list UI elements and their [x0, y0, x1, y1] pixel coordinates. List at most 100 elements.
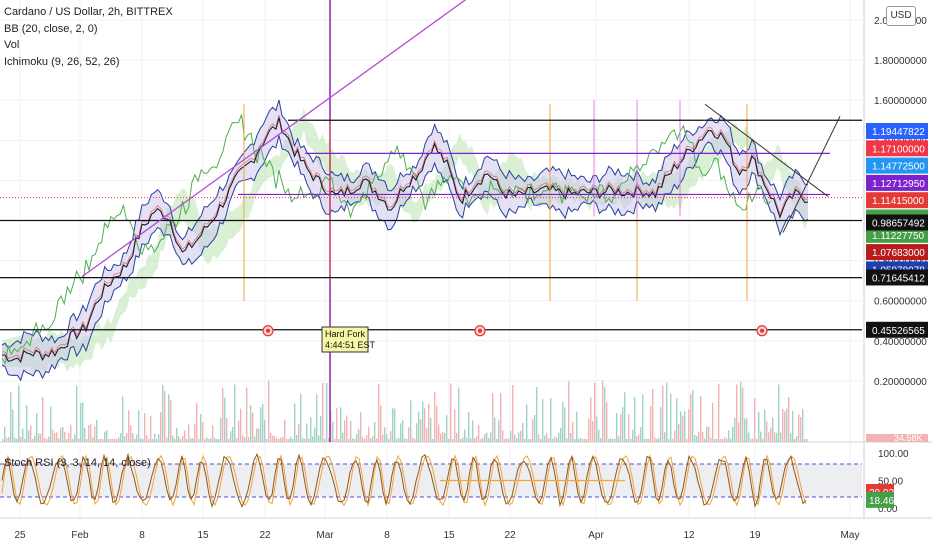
volume-bar	[238, 420, 240, 442]
price-badge-bg	[866, 226, 928, 243]
volume-bar	[144, 412, 146, 442]
volume-bar	[534, 415, 536, 442]
volume-bar	[688, 408, 690, 442]
volume-bar	[690, 394, 692, 442]
stoch-band-fill	[0, 464, 862, 497]
volume-bar	[132, 433, 134, 442]
volume-bar	[566, 438, 568, 442]
volume-bar	[532, 419, 534, 442]
volume-bar	[776, 432, 778, 442]
volume-bar	[328, 437, 330, 442]
price-tick-label: 0.20000000	[874, 377, 927, 388]
time-tick-label: 8	[139, 530, 145, 541]
volume-bar	[644, 438, 646, 442]
time-tick-label: 22	[504, 530, 516, 541]
volume-bar	[378, 383, 380, 442]
volume-bar	[508, 438, 510, 442]
volume-bar	[754, 397, 756, 442]
price-badge-bg	[866, 269, 928, 286]
price-badge: 1.19447822	[866, 123, 928, 139]
volume-bar	[296, 435, 298, 442]
time-tick-label: Feb	[71, 530, 89, 541]
volume-bar	[80, 403, 82, 442]
price-badge: 0.45526565	[866, 321, 928, 338]
volume-bar	[196, 403, 198, 442]
volume-bar	[158, 434, 160, 442]
volume-bar	[26, 405, 28, 442]
volume-bar	[420, 419, 422, 442]
time-tick-label: 12	[683, 530, 695, 541]
volume-bar	[492, 392, 494, 442]
volume-bar	[606, 402, 608, 442]
volume-bar	[12, 409, 14, 442]
volume-bar	[408, 427, 410, 442]
stoch-tick-label: 50.00	[878, 477, 903, 488]
volume-bar	[684, 411, 686, 442]
volume-bar	[526, 404, 528, 442]
volume-bar	[454, 409, 456, 442]
volume-bar	[486, 432, 488, 442]
time-axis: 25 Feb 8 15 22 Mar 8 15 22 Apr 12 19 May	[14, 530, 859, 541]
volume-bar	[494, 417, 496, 442]
volume-bar	[206, 437, 208, 442]
volume-bar	[54, 433, 56, 442]
volume-bar	[724, 437, 726, 442]
volume-bar	[48, 436, 50, 442]
volume-bar	[556, 437, 558, 442]
volume-bar	[786, 408, 788, 442]
volume-bar	[76, 385, 78, 442]
volume-bar	[90, 423, 92, 442]
volume-bar	[670, 393, 672, 442]
volume-bar	[150, 416, 152, 442]
volume-bar	[72, 438, 74, 442]
volume-bar	[148, 439, 150, 442]
volume-bar	[524, 438, 526, 442]
bb-fill	[2, 100, 808, 381]
price-badge: 1.07683000	[866, 244, 928, 261]
volume-bar	[550, 397, 552, 442]
volume-bar	[284, 419, 286, 442]
volume-bar	[2, 438, 4, 442]
volume-bar	[448, 438, 450, 442]
volume-bar	[340, 407, 342, 442]
volume-bar	[318, 435, 320, 442]
time-tick-label: 8	[384, 530, 390, 541]
volume-bar	[22, 428, 24, 442]
volume-bar	[160, 412, 162, 442]
currency-button[interactable]: USD	[886, 6, 916, 26]
volume-bar	[584, 438, 586, 442]
volume-bar	[310, 417, 312, 442]
volume-badge-bg	[866, 434, 928, 442]
vol-indicator-label[interactable]: Vol	[4, 39, 20, 51]
volume-bar	[620, 414, 622, 442]
volume-bar	[258, 428, 260, 442]
volume-bar	[220, 417, 222, 442]
volume-bar	[262, 404, 264, 442]
price-badge-bg	[866, 140, 928, 157]
price-badge: 1.17100000	[866, 140, 928, 157]
volume-bar	[774, 432, 776, 442]
volume-bar	[136, 434, 138, 442]
price-badge: 0.71645412	[866, 269, 928, 286]
price-badge-label: 1.11227750	[872, 231, 925, 242]
volume-bar	[468, 411, 470, 442]
volume-bar	[18, 385, 20, 442]
volume-bar	[44, 438, 46, 442]
volume-bar	[616, 413, 618, 442]
volume-bar	[504, 438, 506, 442]
volume-bar	[338, 438, 340, 442]
bb-indicator-label[interactable]: BB (20, close, 2, 0)	[4, 22, 98, 35]
ichimoku-indicator-label[interactable]: Ichimoku (9, 26, 52, 26)	[4, 55, 120, 68]
volume-bar	[514, 434, 516, 442]
volume-bar	[62, 426, 64, 442]
volume-bar	[102, 438, 104, 442]
volume-bar	[396, 438, 398, 442]
volume-bar	[570, 433, 572, 442]
time-tick-label: 19	[749, 530, 761, 541]
volume-bar	[654, 437, 656, 442]
volume-bar	[424, 408, 426, 442]
volume-bar	[308, 438, 310, 442]
volume-bar	[506, 438, 508, 442]
